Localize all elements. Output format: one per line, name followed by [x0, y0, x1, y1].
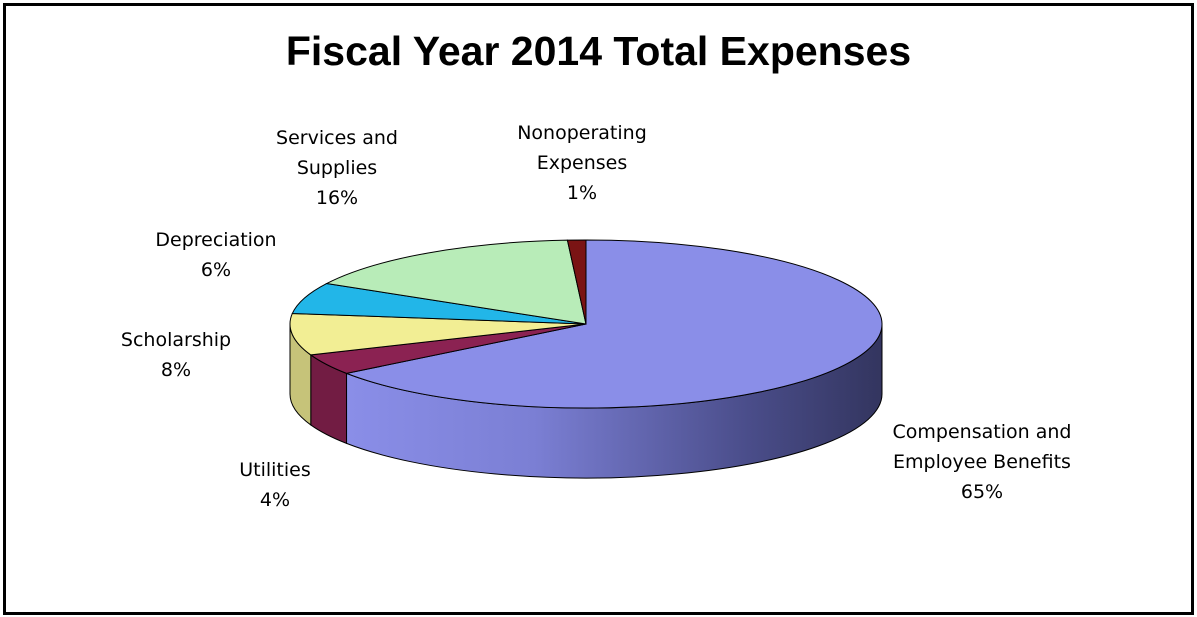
slice-label-pct: 4% — [260, 489, 290, 511]
slice-label-utilities: Utilities 4% — [239, 459, 311, 511]
pie-slice-scholarship — [289, 312, 587, 356]
slice-label-line1: Nonoperating — [517, 122, 647, 144]
pie-slice-services — [325, 239, 587, 325]
slice-label-nonoperating: Nonoperating Expenses 1% — [517, 122, 647, 204]
slice-label-scholarship: Scholarship 8% — [121, 329, 231, 381]
chart-title: Fiscal Year 2014 Total Expenses — [285, 28, 912, 74]
pie-tops — [289, 239, 883, 409]
slice-label-line1: Depreciation — [155, 229, 276, 251]
pie-chart: Compensation and Employee Benefits 65% U… — [121, 122, 1072, 511]
slice-label-line1: Services and — [276, 127, 398, 149]
slice-label-line1: Utilities — [239, 459, 311, 481]
slice-label-compensation: Compensation and Employee Benefits 65% — [893, 421, 1072, 503]
slice-label-pct: 1% — [567, 182, 597, 204]
slice-label-services: Services and Supplies 16% — [276, 127, 398, 209]
slice-label-line1: Compensation and — [893, 421, 1072, 443]
slice-label-pct: 8% — [161, 359, 191, 381]
pie-slice-compensation — [344, 239, 883, 409]
slice-label-line2: Expenses — [537, 152, 628, 174]
pie-sides — [289, 323, 883, 479]
chart-frame: Fiscal Year 2014 Total Expenses Compensa… — [3, 3, 1194, 615]
slice-label-pct: 6% — [201, 259, 231, 281]
slice-label-depreciation: Depreciation 6% — [155, 229, 276, 281]
slice-label-pct: 65% — [961, 481, 1003, 503]
slice-label-line2: Employee Benefits — [893, 451, 1071, 473]
slice-label-line1: Scholarship — [121, 329, 231, 351]
slice-label-pct: 16% — [316, 187, 358, 209]
slice-label-line2: Supplies — [297, 157, 377, 179]
pie-slice-nonoperating — [566, 239, 587, 325]
